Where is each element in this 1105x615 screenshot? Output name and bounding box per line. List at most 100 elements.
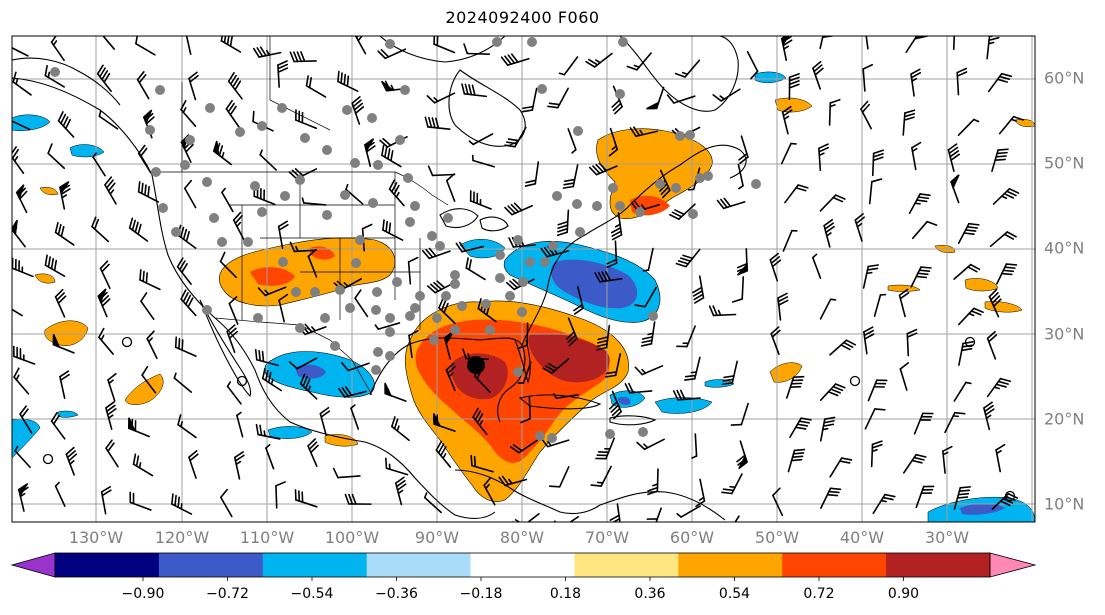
wind-barb [104, 176, 117, 205]
hispaniola [609, 415, 657, 426]
station-marker [410, 201, 420, 211]
wind-barb [512, 513, 540, 522]
station-marker [513, 367, 523, 377]
wind-barb [65, 446, 78, 476]
wind-barb [590, 465, 612, 487]
wind-barb [128, 217, 149, 242]
station-marker [443, 213, 453, 223]
station-marker [209, 213, 219, 223]
longitude-label: 60°W [669, 528, 715, 547]
wind-barb [676, 505, 701, 518]
wind-barb [391, 416, 410, 442]
wind-barb [777, 292, 789, 321]
wind-barb [374, 322, 401, 330]
us-mexico-border [214, 317, 373, 396]
colorbar-max-extension [989, 552, 1037, 578]
wind-barb [319, 406, 331, 436]
wind-barb [427, 165, 456, 177]
wind-barb [265, 443, 275, 470]
wind-barb [989, 231, 1017, 248]
longitude-label: 30°W [924, 528, 970, 547]
wind-barb [517, 361, 532, 384]
station-marker [392, 277, 402, 287]
station-marker [675, 131, 685, 141]
wind-barb [438, 297, 456, 324]
colorbar-segment [678, 553, 783, 577]
station-marker [278, 257, 288, 267]
wind-barb [789, 417, 812, 438]
wind-barb [996, 263, 1018, 285]
latitude-label: 60°N [1044, 68, 1085, 88]
station-marker [322, 145, 332, 155]
greenland-coast [619, 36, 739, 112]
station-marker [695, 173, 705, 183]
wind-barb [828, 98, 841, 126]
colorbar-segment [782, 553, 887, 577]
station-marker [202, 177, 212, 187]
station-marker [518, 277, 528, 287]
colorbar-segment [470, 553, 575, 577]
station-marker [367, 113, 377, 123]
station-marker [450, 270, 460, 280]
wind-barb [957, 222, 980, 244]
wind-barb [992, 188, 1020, 205]
wind-barb [289, 241, 318, 253]
latitude-label: 40°N [1044, 238, 1085, 258]
wind-barb [820, 487, 842, 509]
wind-barb [692, 275, 705, 304]
calm-circle [236, 375, 248, 387]
station-marker [310, 287, 320, 297]
station-marker [300, 133, 310, 143]
wind-barb [691, 433, 698, 459]
wind-barb [12, 257, 34, 278]
station-marker [291, 287, 301, 297]
wind-barb [819, 194, 846, 212]
wind-barb [772, 487, 784, 517]
station-marker [525, 257, 535, 267]
wind-barb [54, 221, 75, 246]
wind-barb [388, 179, 405, 207]
wind-barb [99, 260, 111, 290]
wind-barb [180, 99, 197, 127]
wind-barb [422, 247, 451, 260]
wind-barb [552, 393, 579, 400]
wind-barb [819, 298, 837, 320]
calm-circle [849, 375, 861, 387]
station-marker [217, 237, 227, 247]
wind-barb [952, 36, 956, 51]
wind-barb [14, 445, 31, 469]
wind-barb [562, 164, 579, 189]
station-marker [432, 313, 442, 323]
wind-barb [225, 99, 240, 128]
florida [514, 339, 531, 384]
wind-barb [863, 326, 875, 355]
wind-barb [221, 187, 234, 213]
wind-barb [54, 481, 66, 507]
station-marker [342, 105, 352, 115]
wind-barb [344, 493, 372, 505]
wind-barb [624, 382, 653, 394]
wind-barb [426, 92, 456, 104]
station-marker [403, 173, 413, 183]
wind-barb [640, 321, 656, 347]
wind-barb [594, 270, 623, 283]
station-marker [385, 313, 395, 323]
longitude-label: 70°W [584, 528, 630, 547]
wind-barb [684, 356, 701, 381]
wind-barb [275, 481, 286, 509]
station-marker [351, 258, 361, 268]
wind-barb [542, 358, 570, 374]
wind-barb [517, 322, 529, 350]
wind-barb [736, 440, 748, 470]
gulf-of-mexico-coast [369, 337, 526, 423]
station-marker [605, 429, 615, 439]
station-marker [277, 103, 287, 113]
wind-barb [236, 411, 244, 438]
wind-barb [47, 143, 66, 170]
wind-barb [629, 126, 659, 138]
latitude-label: 20°N [1044, 409, 1085, 429]
station-marker [243, 237, 253, 247]
colorbar-tick-label: 0.36 [634, 586, 666, 602]
station-marker [427, 231, 437, 241]
station-marker [575, 227, 585, 237]
